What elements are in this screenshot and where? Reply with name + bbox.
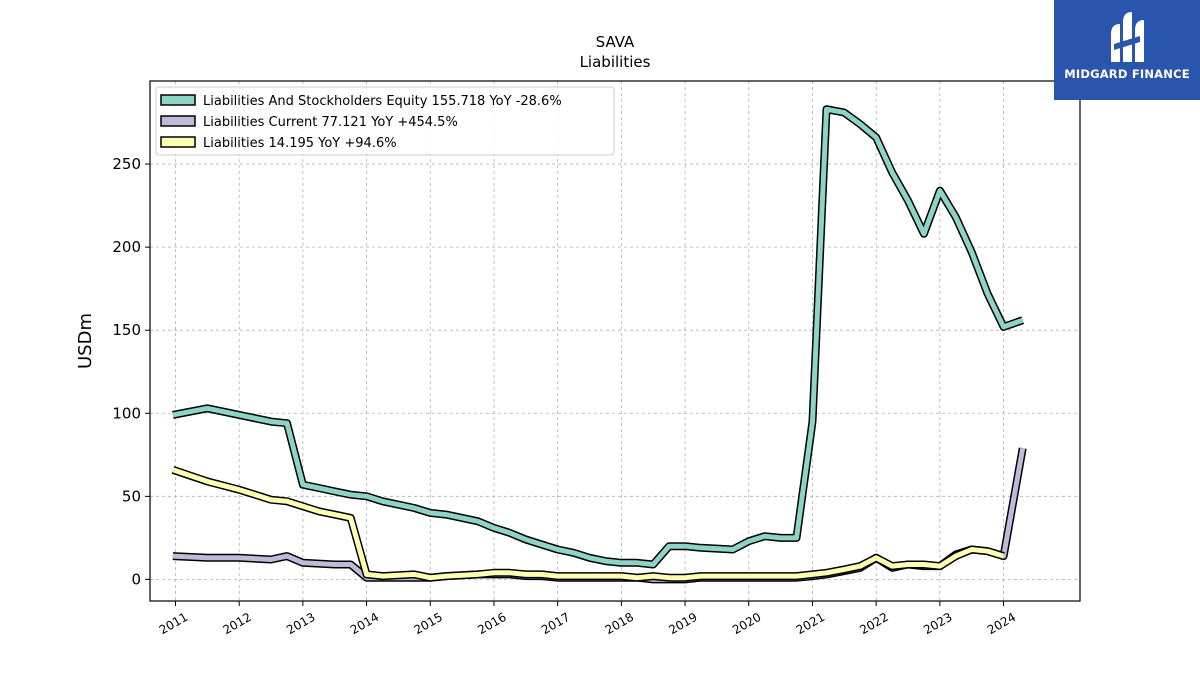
x-tick-label: 2022 [857, 610, 890, 637]
brand-name: MIDGARD FINANCE [1064, 67, 1190, 81]
x-tick-label: 2015 [412, 610, 445, 637]
logo-mark-icon [1111, 12, 1144, 62]
legend-entry: Liabilities 14.195 YoY +94.6% [203, 136, 397, 151]
y-tick-label: 250 [112, 155, 141, 173]
legend-entry: Liabilities Current 77.121 YoY +454.5% [203, 115, 458, 130]
y-tick-label: 100 [112, 404, 141, 422]
x-tick-label: 2024 [985, 610, 1018, 637]
grid-lines [150, 81, 1080, 601]
x-tick-label: 2017 [539, 610, 572, 637]
series-line [172, 467, 1005, 581]
chart-title: SAVA [596, 33, 635, 51]
x-tick-label: 2013 [284, 610, 317, 637]
y-tick-label: 200 [112, 238, 141, 256]
series-line [172, 106, 1024, 567]
x-tick-label: 2014 [348, 610, 381, 637]
series-lines [171, 105, 1027, 584]
series-3 [171, 466, 1005, 582]
legend: Liabilities And Stockholders Equity 155.… [155, 86, 615, 156]
y-tick-label: 50 [122, 487, 141, 505]
x-tick-label: 2016 [475, 610, 508, 637]
x-tick-label: 2018 [603, 610, 636, 637]
legend-swatch [160, 94, 196, 106]
x-tick-label: 2020 [730, 610, 763, 637]
y-tick-label: 0 [131, 570, 141, 588]
brand-logo: MIDGARD FINANCE [1054, 0, 1200, 100]
legend-swatch [160, 115, 196, 127]
x-tick-label: 2021 [794, 610, 827, 637]
legend-entry: Liabilities And Stockholders Equity 155.… [203, 94, 562, 109]
x-tick-label: 2012 [220, 610, 253, 637]
y-tick-label: 150 [112, 321, 141, 339]
series-1 [172, 105, 1025, 569]
legend-swatch [160, 136, 196, 148]
chart-subtitle: Liabilities [580, 53, 651, 71]
legend-box [155, 86, 615, 156]
x-tick-label: 2019 [666, 610, 699, 637]
y-axis-label: USDm [75, 313, 96, 369]
x-tick-label: 2011 [157, 610, 190, 637]
plot-frame [149, 80, 1081, 602]
x-tick-label: 2023 [921, 610, 954, 637]
